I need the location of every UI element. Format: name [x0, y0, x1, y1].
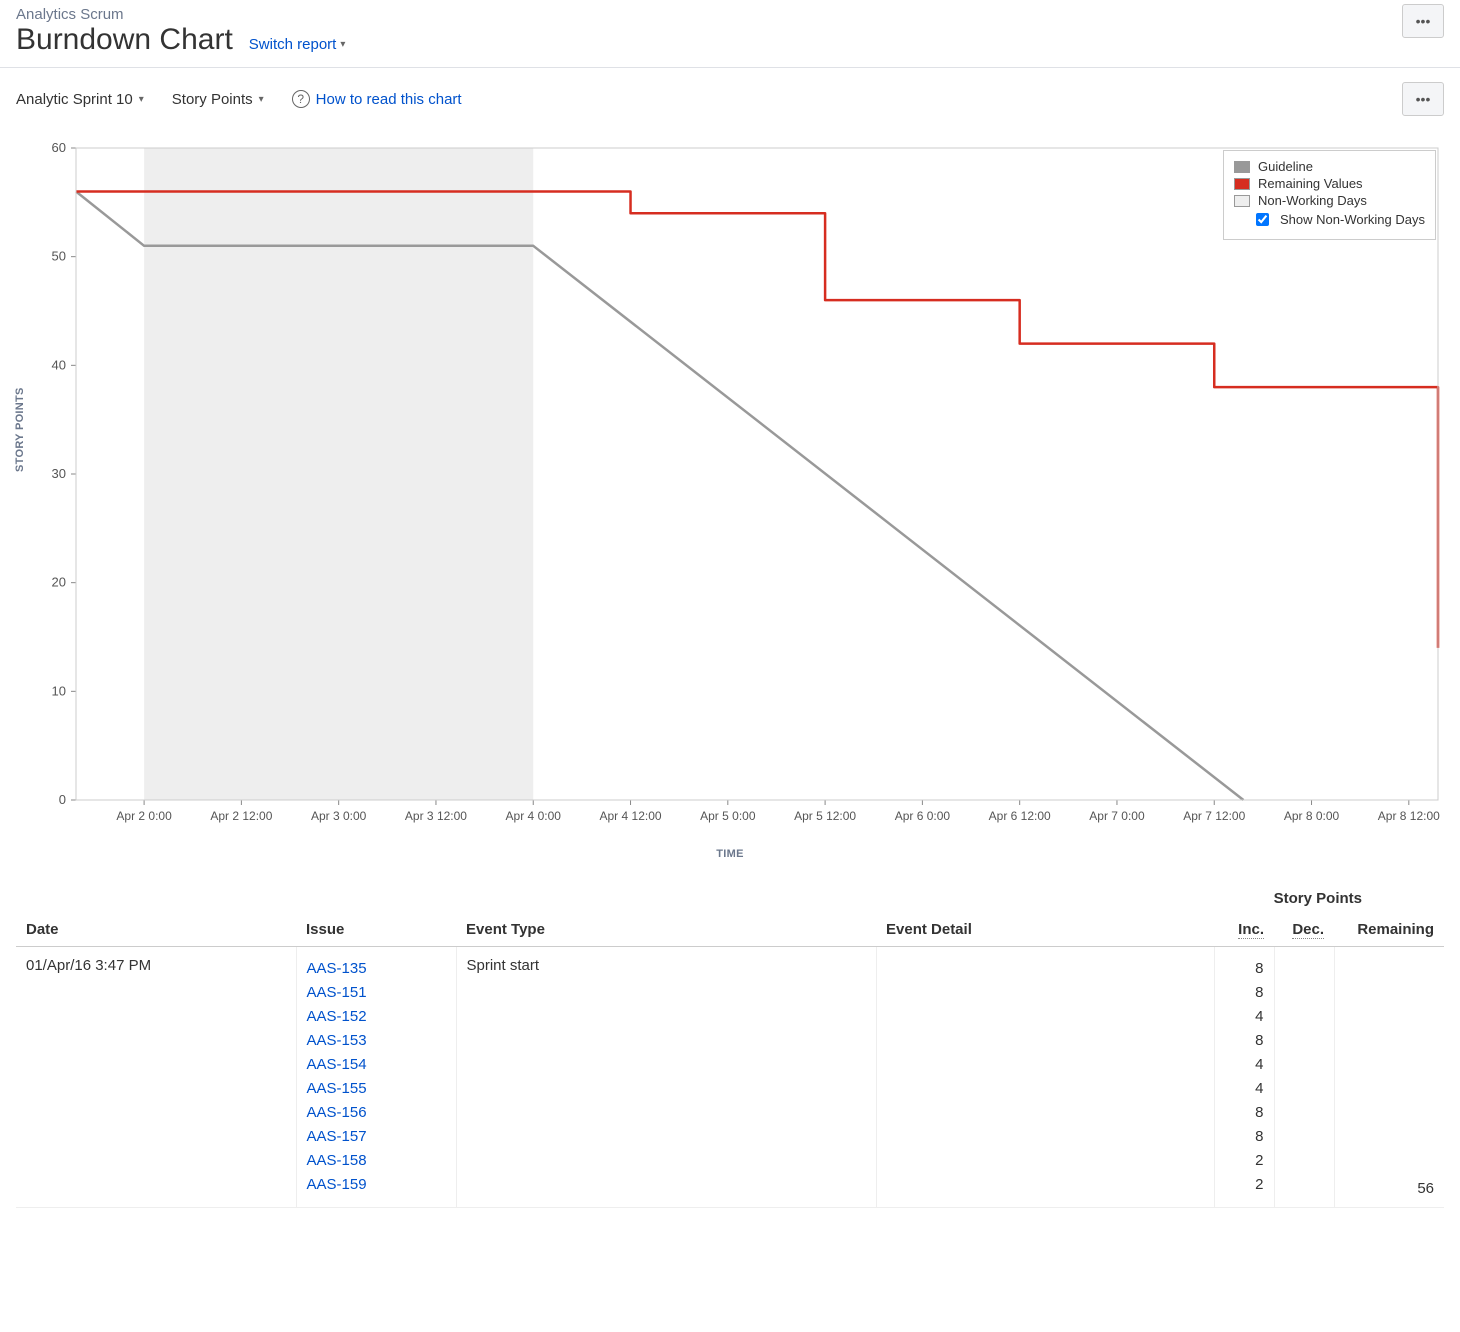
y-axis-label: STORY POINTS [14, 387, 26, 472]
cell-event-detail [876, 947, 1214, 1208]
svg-text:Apr 2 0:00: Apr 2 0:00 [116, 809, 172, 823]
show-nonworking-label: Show Non-Working Days [1280, 212, 1425, 227]
more-icon: ••• [1416, 91, 1431, 107]
inc-value: 8 [1225, 1029, 1264, 1053]
project-label: Analytics Scrum [16, 6, 345, 23]
legend-item: Guideline [1234, 159, 1425, 174]
svg-text:Apr 5 12:00: Apr 5 12:00 [794, 809, 856, 823]
estimation-dropdown[interactable]: Story Points ▾ [172, 91, 264, 108]
burndown-chart: STORY POINTS 0 10 20 30 40 50 60 Apr 2 0:00 Apr … [16, 142, 1444, 860]
sprint-dropdown[interactable]: Analytic Sprint 10 ▾ [16, 91, 144, 108]
legend-label: Remaining Values [1258, 176, 1363, 191]
table-row: 01/Apr/16 3:47 PMAAS-135AAS-151AAS-152AA… [16, 947, 1444, 1208]
issue-link[interactable]: AAS-155 [307, 1077, 446, 1101]
help-link[interactable]: ? How to read this chart [292, 90, 462, 108]
svg-text:0: 0 [59, 792, 66, 807]
inc-value: 8 [1225, 981, 1264, 1005]
header-actions-button[interactable]: ••• [1402, 4, 1444, 38]
issue-link[interactable]: AAS-156 [307, 1101, 446, 1125]
svg-text:Apr 4 0:00: Apr 4 0:00 [506, 809, 562, 823]
svg-text:50: 50 [52, 249, 66, 264]
svg-text:Apr 3 0:00: Apr 3 0:00 [311, 809, 367, 823]
legend-label: Non-Working Days [1258, 193, 1367, 208]
col-event-detail: Event Detail [876, 913, 1214, 947]
legend-swatch [1234, 178, 1250, 190]
inc-value: 8 [1225, 1101, 1264, 1125]
cell-date: 01/Apr/16 3:47 PM [16, 947, 296, 1208]
page-title: Burndown Chart [16, 23, 233, 57]
cell-issue: AAS-135AAS-151AAS-152AAS-153AAS-154AAS-1… [296, 947, 456, 1208]
issue-link[interactable]: AAS-154 [307, 1053, 446, 1077]
issue-link[interactable]: AAS-152 [307, 1005, 446, 1029]
svg-text:10: 10 [52, 683, 66, 698]
switch-report-link[interactable]: Switch report ▾ [249, 36, 346, 53]
inc-value: 8 [1225, 1125, 1264, 1149]
col-dec: Dec. [1274, 913, 1334, 947]
cell-dec [1274, 947, 1334, 1208]
issue-link[interactable]: AAS-135 [307, 957, 446, 981]
legend-item: Non-Working Days [1234, 193, 1425, 208]
x-axis-label: TIME [16, 848, 1444, 860]
help-label: How to read this chart [316, 91, 462, 108]
estimation-label: Story Points [172, 91, 253, 108]
svg-text:Apr 7 12:00: Apr 7 12:00 [1183, 809, 1245, 823]
svg-text:30: 30 [52, 466, 66, 481]
svg-text:Apr 6 0:00: Apr 6 0:00 [895, 809, 951, 823]
legend-swatch [1234, 161, 1250, 173]
svg-text:Apr 3 12:00: Apr 3 12:00 [405, 809, 467, 823]
issue-link[interactable]: AAS-153 [307, 1029, 446, 1053]
issue-link[interactable]: AAS-158 [307, 1149, 446, 1173]
cell-inc: 8848448822 [1214, 947, 1274, 1208]
chevron-down-icon: ▾ [340, 39, 345, 50]
switch-report-label: Switch report [249, 36, 337, 53]
svg-text:Apr 4 12:00: Apr 4 12:00 [600, 809, 662, 823]
svg-text:Apr 8 0:00: Apr 8 0:00 [1284, 809, 1340, 823]
events-table: Date Issue Event Type Event Detail Inc. … [16, 913, 1444, 1208]
inc-value: 2 [1225, 1173, 1264, 1197]
chevron-down-icon: ▾ [139, 94, 144, 105]
svg-text:Apr 6 12:00: Apr 6 12:00 [989, 809, 1051, 823]
col-event-type: Event Type [456, 913, 876, 947]
sprint-label: Analytic Sprint 10 [16, 91, 133, 108]
chevron-down-icon: ▾ [259, 94, 264, 105]
svg-text:Apr 2 12:00: Apr 2 12:00 [210, 809, 272, 823]
inc-value: 4 [1225, 1005, 1264, 1029]
svg-text:40: 40 [52, 357, 66, 372]
inc-value: 4 [1225, 1053, 1264, 1077]
issue-link[interactable]: AAS-159 [307, 1173, 446, 1197]
more-icon: ••• [1416, 13, 1431, 29]
svg-text:Apr 8 12:00: Apr 8 12:00 [1378, 809, 1440, 823]
show-nonworking-checkbox[interactable] [1256, 213, 1269, 226]
legend-label: Guideline [1258, 159, 1313, 174]
chart-legend: Guideline Remaining Values Non-Working Day… [1223, 150, 1436, 240]
legend-item: Remaining Values [1234, 176, 1425, 191]
chart-actions-button[interactable]: ••• [1402, 82, 1444, 116]
inc-value: 2 [1225, 1149, 1264, 1173]
issue-link[interactable]: AAS-151 [307, 981, 446, 1005]
col-date: Date [16, 913, 296, 947]
help-icon: ? [292, 90, 310, 108]
issue-link[interactable]: AAS-157 [307, 1125, 446, 1149]
col-inc: Inc. [1214, 913, 1274, 947]
inc-value: 8 [1225, 957, 1264, 981]
svg-text:20: 20 [52, 575, 66, 590]
svg-text:Apr 5 0:00: Apr 5 0:00 [700, 809, 756, 823]
chart-canvas: 0 10 20 30 40 50 60 Apr 2 0:00 Apr 2 12:00 Apr 3 … [16, 142, 1444, 842]
svg-text:60: 60 [52, 142, 66, 155]
svg-text:Apr 7 0:00: Apr 7 0:00 [1089, 809, 1145, 823]
inc-value: 4 [1225, 1077, 1264, 1101]
legend-swatch [1234, 195, 1250, 207]
story-points-group-header: Story Points [16, 890, 1444, 913]
col-remaining: Remaining [1334, 913, 1444, 947]
cell-remaining: 56 [1334, 947, 1444, 1208]
cell-event-type: Sprint start [456, 947, 876, 1208]
col-issue: Issue [296, 913, 456, 947]
